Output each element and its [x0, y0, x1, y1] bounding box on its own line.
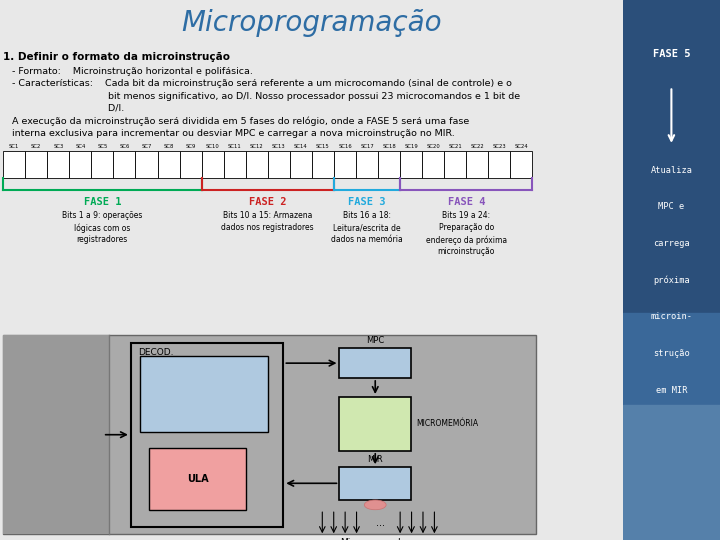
- Text: SC14: SC14: [294, 144, 307, 149]
- Text: endereço da próxima: endereço da próxima: [426, 235, 507, 245]
- Text: SC12: SC12: [250, 144, 264, 149]
- Text: Leitura/escrita de: Leitura/escrita de: [333, 224, 401, 232]
- Bar: [378, 151, 400, 178]
- Bar: [48, 151, 69, 178]
- Bar: [356, 151, 378, 178]
- Text: Bits 1 a 9: operações: Bits 1 a 9: operações: [62, 212, 143, 220]
- Bar: [339, 467, 411, 500]
- Text: lógicas com os: lógicas com os: [74, 223, 130, 233]
- Bar: [179, 151, 202, 178]
- Text: SC11: SC11: [228, 144, 242, 149]
- Bar: [400, 151, 422, 178]
- Text: Microcomandos: Microcomandos: [340, 538, 410, 540]
- Text: FASE 2: FASE 2: [249, 197, 287, 207]
- Text: SC5: SC5: [97, 144, 107, 149]
- Bar: [3, 151, 25, 178]
- Text: Bits 10 a 15: Armazena: Bits 10 a 15: Armazena: [223, 212, 312, 220]
- Bar: [114, 151, 135, 178]
- Text: 1. Definir o formato da microinstrução: 1. Definir o formato da microinstrução: [3, 52, 230, 62]
- Text: DECOD.: DECOD.: [138, 348, 174, 357]
- Bar: [25, 151, 48, 178]
- Text: carrega: carrega: [653, 239, 690, 248]
- Text: SC2: SC2: [31, 144, 41, 149]
- Text: SC3: SC3: [53, 144, 63, 149]
- Bar: [202, 151, 224, 178]
- Text: Bits 19 a 24:: Bits 19 a 24:: [442, 212, 490, 220]
- Bar: [290, 151, 312, 178]
- Text: SC4: SC4: [75, 144, 86, 149]
- Text: SC6: SC6: [120, 144, 130, 149]
- Text: Preparação do: Preparação do: [438, 224, 494, 232]
- Bar: [510, 151, 533, 178]
- Bar: [150, 448, 246, 510]
- Text: bit menos significativo, ao D/I. Nosso processador possui 23 microcomandos e 1 b: bit menos significativo, ao D/I. Nosso p…: [3, 92, 521, 100]
- Text: SC10: SC10: [206, 144, 220, 149]
- Text: SC21: SC21: [449, 144, 462, 149]
- Text: D/I.: D/I.: [3, 104, 125, 112]
- Ellipse shape: [364, 500, 386, 510]
- Bar: [444, 151, 467, 178]
- Text: microin-: microin-: [650, 313, 693, 321]
- Bar: [158, 151, 179, 178]
- Text: Bits 16 a 18:: Bits 16 a 18:: [343, 212, 391, 220]
- Text: próxima: próxima: [653, 275, 690, 285]
- Text: MICROMEMÓRIA: MICROMEMÓRIA: [416, 420, 478, 428]
- Text: SC7: SC7: [141, 144, 152, 149]
- Bar: [246, 151, 268, 178]
- Text: A execução da microinstrução será dividida em 5 fases do relógio, onde a FASE 5 : A execução da microinstrução será dividi…: [3, 117, 469, 126]
- Bar: [623, 405, 720, 540]
- Text: FASE 5: FASE 5: [652, 49, 690, 59]
- Text: microinstrução: microinstrução: [438, 247, 495, 256]
- Text: ...: ...: [376, 518, 384, 528]
- Bar: [224, 151, 246, 178]
- Bar: [312, 151, 334, 178]
- Text: dados nos registradores: dados nos registradores: [222, 224, 314, 232]
- Text: FASE 1: FASE 1: [84, 197, 121, 207]
- Text: MPC e: MPC e: [658, 202, 685, 211]
- Text: FASE 3: FASE 3: [348, 197, 386, 207]
- Bar: [339, 348, 411, 378]
- Bar: [69, 151, 91, 178]
- Text: SC9: SC9: [186, 144, 196, 149]
- Bar: [467, 151, 488, 178]
- Text: SC20: SC20: [426, 144, 440, 149]
- Bar: [623, 0, 720, 313]
- Bar: [334, 151, 356, 178]
- Bar: [488, 151, 510, 178]
- Text: SC24: SC24: [515, 144, 528, 149]
- Text: strução: strução: [653, 349, 690, 358]
- Text: FASE 4: FASE 4: [448, 197, 485, 207]
- Bar: [422, 151, 444, 178]
- Text: MPC: MPC: [366, 335, 384, 345]
- Text: SC15: SC15: [316, 144, 330, 149]
- Bar: [3, 335, 536, 534]
- Text: SC17: SC17: [360, 144, 374, 149]
- Text: SC1: SC1: [9, 144, 19, 149]
- Text: SC18: SC18: [382, 144, 396, 149]
- Text: SC19: SC19: [405, 144, 418, 149]
- Bar: [131, 343, 284, 526]
- Bar: [268, 151, 290, 178]
- Text: registradores: registradores: [77, 235, 128, 244]
- Text: SC8: SC8: [163, 144, 174, 149]
- Bar: [140, 356, 268, 432]
- Bar: [3, 335, 109, 534]
- Text: Atualiza: Atualiza: [650, 166, 693, 174]
- Text: SC13: SC13: [272, 144, 286, 149]
- Text: dados na memória: dados na memória: [331, 235, 403, 244]
- Text: Microprogramação: Microprogramação: [181, 9, 441, 37]
- Text: interna exclusiva para incrementar ou desviar MPC e carregar a nova microinstruç: interna exclusiva para incrementar ou de…: [3, 130, 455, 138]
- Bar: [623, 313, 720, 405]
- Text: MIR: MIR: [367, 455, 383, 464]
- Text: - Formato:    Microinstrução horizontal e polifásica.: - Formato: Microinstrução horizontal e p…: [3, 67, 253, 76]
- Text: em MIR: em MIR: [656, 386, 687, 395]
- Bar: [91, 151, 114, 178]
- Bar: [135, 151, 158, 178]
- Text: SC16: SC16: [338, 144, 352, 149]
- Text: SC23: SC23: [492, 144, 506, 149]
- Bar: [339, 397, 411, 451]
- Text: - Características:    Cada bit da microinstrução será referente a um microcomand: - Características: Cada bit da microinst…: [3, 79, 512, 88]
- Text: ULA: ULA: [187, 474, 209, 484]
- Text: SC22: SC22: [470, 144, 485, 149]
